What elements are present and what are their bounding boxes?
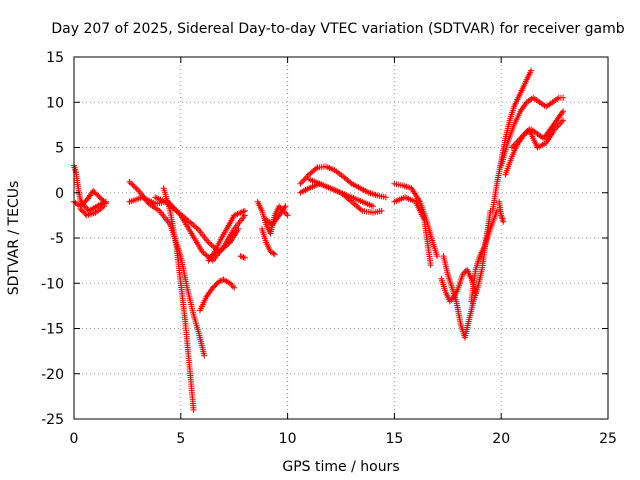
y-axis-label: SDTVAR / TECUs: [6, 181, 22, 296]
x-tick-label: 15: [385, 431, 403, 447]
plus-markers: [197, 276, 238, 314]
x-axis-label: GPS time / hours: [282, 459, 399, 475]
chart-title: Day 207 of 2025, Sidereal Day-to-day VTE…: [51, 21, 624, 37]
data-series-track-s: [440, 207, 494, 341]
plus-markers: [160, 185, 197, 413]
axis-ticks: 0 5 10 15 20 25 -25 -20 -15 -10 -5 0 5 10 15: [41, 50, 617, 447]
y-tick-label: 10: [46, 95, 64, 111]
plus-markers: [259, 225, 278, 258]
plus-markers: [263, 203, 289, 228]
plus-markers: [391, 194, 434, 269]
plus-markers: [498, 94, 567, 169]
plus-markers: [306, 176, 376, 210]
plus-markers: [496, 198, 507, 225]
plus-markers: [297, 163, 389, 201]
data-series-track-h: [197, 276, 238, 314]
y-tick-label: -10: [41, 276, 64, 292]
x-tick-label: 0: [70, 431, 79, 447]
data-series-track-r: [391, 194, 434, 269]
data-series-track-l: [259, 225, 278, 258]
data-series-track-w: [498, 94, 567, 169]
y-tick-label: -5: [50, 231, 64, 247]
data-series-track-n: [297, 163, 389, 201]
y-tick-label: 15: [46, 50, 64, 66]
y-tick-label: -20: [41, 367, 64, 383]
y-tick-label: 0: [55, 186, 64, 202]
plus-markers: [237, 253, 248, 261]
x-tick-label: 20: [492, 431, 510, 447]
plus-markers: [468, 207, 500, 305]
y-tick-label: 5: [55, 141, 64, 157]
y-tick-label: -15: [41, 322, 64, 338]
data-series-track-z: [496, 198, 507, 225]
data-series-track-j: [237, 253, 248, 261]
data-points: [71, 67, 567, 413]
data-series-track-i: [205, 207, 248, 264]
data-series-track-c: [77, 203, 107, 219]
plus-markers: [77, 203, 107, 219]
data-series-track-y: [508, 117, 567, 151]
x-tick-label: 10: [279, 431, 297, 447]
plus-markers: [440, 207, 494, 341]
plus-markers: [508, 117, 567, 151]
data-series-track-e: [160, 185, 197, 413]
plus-markers: [205, 207, 248, 264]
data-series-track-u: [468, 207, 500, 305]
plus-markers: [152, 194, 242, 255]
x-tick-label: 5: [176, 431, 185, 447]
y-tick-label: -25: [41, 412, 64, 428]
data-series-track-p: [306, 176, 376, 210]
x-tick-label: 25: [599, 431, 617, 447]
data-series-track-m: [263, 203, 289, 228]
data-series-track-g: [152, 194, 242, 255]
